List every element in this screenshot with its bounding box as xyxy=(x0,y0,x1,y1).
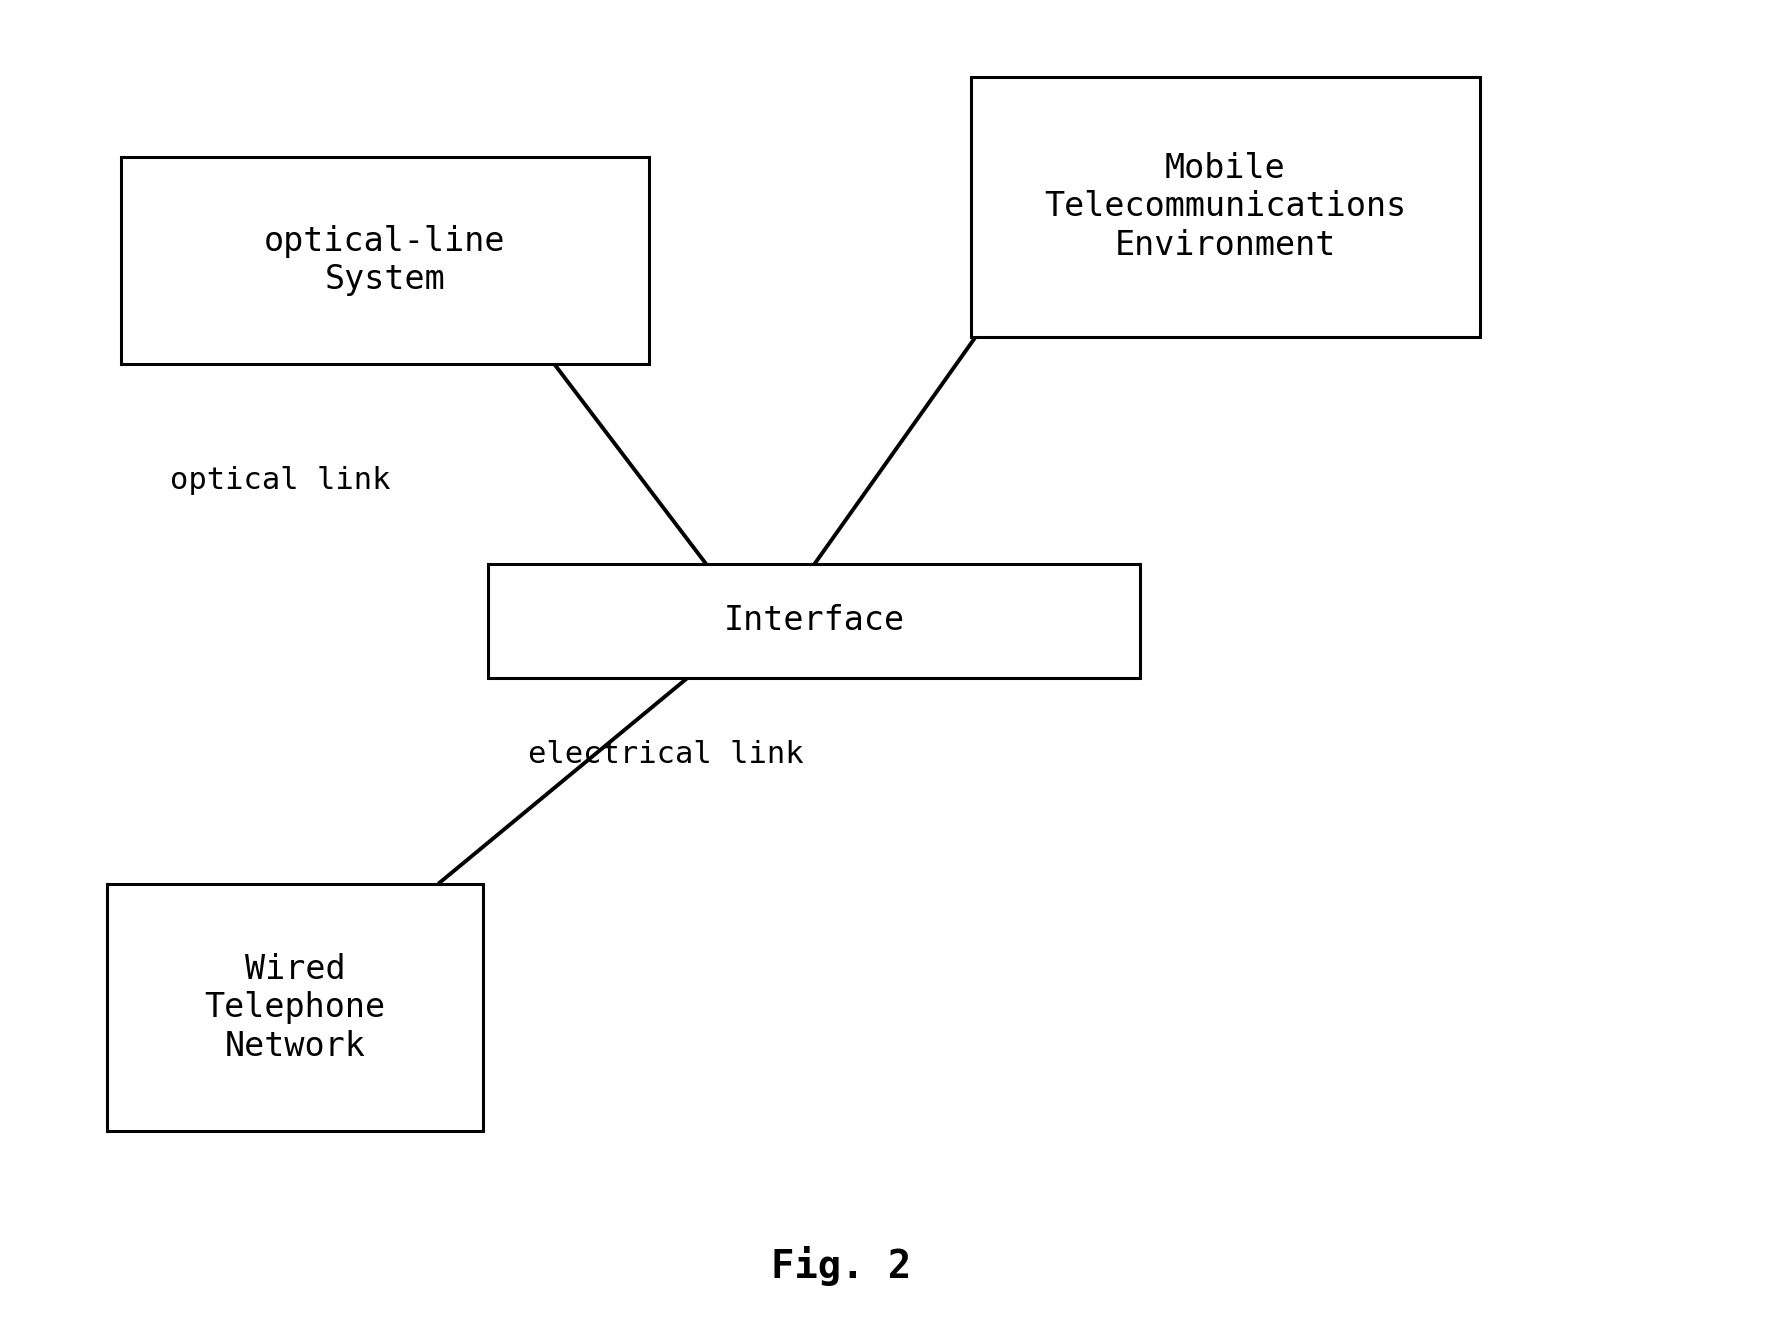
FancyBboxPatch shape xyxy=(487,563,1140,677)
Text: optical link: optical link xyxy=(170,466,390,495)
FancyBboxPatch shape xyxy=(970,76,1481,338)
Text: Interface: Interface xyxy=(723,605,905,637)
Text: Fig. 2: Fig. 2 xyxy=(771,1246,911,1286)
Text: Mobile
Telecommunications
Environment: Mobile Telecommunications Environment xyxy=(1045,152,1406,262)
Text: optical-line
System: optical-line System xyxy=(265,224,504,296)
Text: electrical link: electrical link xyxy=(528,740,803,769)
FancyBboxPatch shape xyxy=(107,884,483,1132)
FancyBboxPatch shape xyxy=(122,156,648,363)
Text: Wired
Telephone
Network: Wired Telephone Network xyxy=(204,953,386,1063)
